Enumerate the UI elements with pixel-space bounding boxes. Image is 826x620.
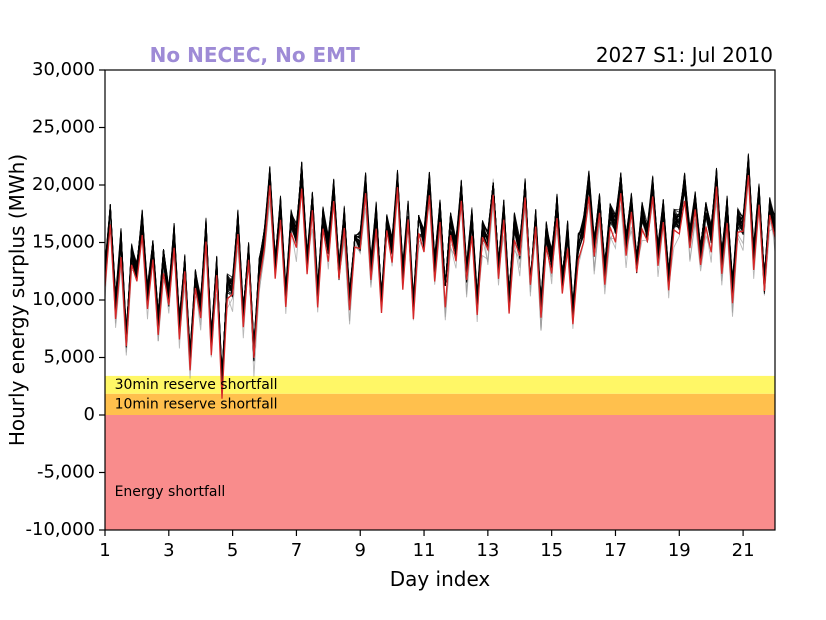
x-tick-label: 17 <box>604 540 627 561</box>
x-axis-label: Day index <box>390 567 491 591</box>
x-tick-label: 3 <box>163 540 174 561</box>
band-label-energy-shortfall: Energy shortfall <box>115 484 226 500</box>
y-tick-label: -5,000 <box>37 462 95 483</box>
x-tick-label: 9 <box>355 540 366 561</box>
x-tick-label: 11 <box>413 540 436 561</box>
x-tick-label: 19 <box>668 540 691 561</box>
x-tick-label: 21 <box>732 540 755 561</box>
x-tick-label: 13 <box>476 540 499 561</box>
y-axis-label: Hourly energy surplus (MWh) <box>5 154 29 446</box>
band-label-30min-shortfall: 30min reserve shortfall <box>115 377 278 393</box>
y-tick-label: 15,000 <box>32 232 95 253</box>
band-label-10min-shortfall: 10min reserve shortfall <box>115 397 278 413</box>
y-tick-label: 25,000 <box>32 117 95 138</box>
x-tick-label: 15 <box>540 540 563 561</box>
y-tick-label: 10,000 <box>32 289 95 310</box>
chart-svg: Energy shortfall 10min reserve shortfall 3… <box>0 0 826 620</box>
y-tick-label: 5,000 <box>43 347 95 368</box>
band-energy-shortfall <box>105 415 775 530</box>
x-tick-label: 1 <box>99 540 110 561</box>
chart-stage: Energy shortfall 10min reserve shortfall 3… <box>0 0 826 620</box>
y-tick-label: 0 <box>84 404 95 425</box>
x-tick-label: 5 <box>227 540 238 561</box>
y-tick-label: -10,000 <box>26 519 95 540</box>
y-tick-label: 30,000 <box>32 59 95 80</box>
title-left: No NECEC, No EMT <box>150 43 360 67</box>
title-right: 2027 S1: Jul 2010 <box>596 43 773 67</box>
x-tick-label: 7 <box>291 540 302 561</box>
y-tick-label: 20,000 <box>32 174 95 195</box>
